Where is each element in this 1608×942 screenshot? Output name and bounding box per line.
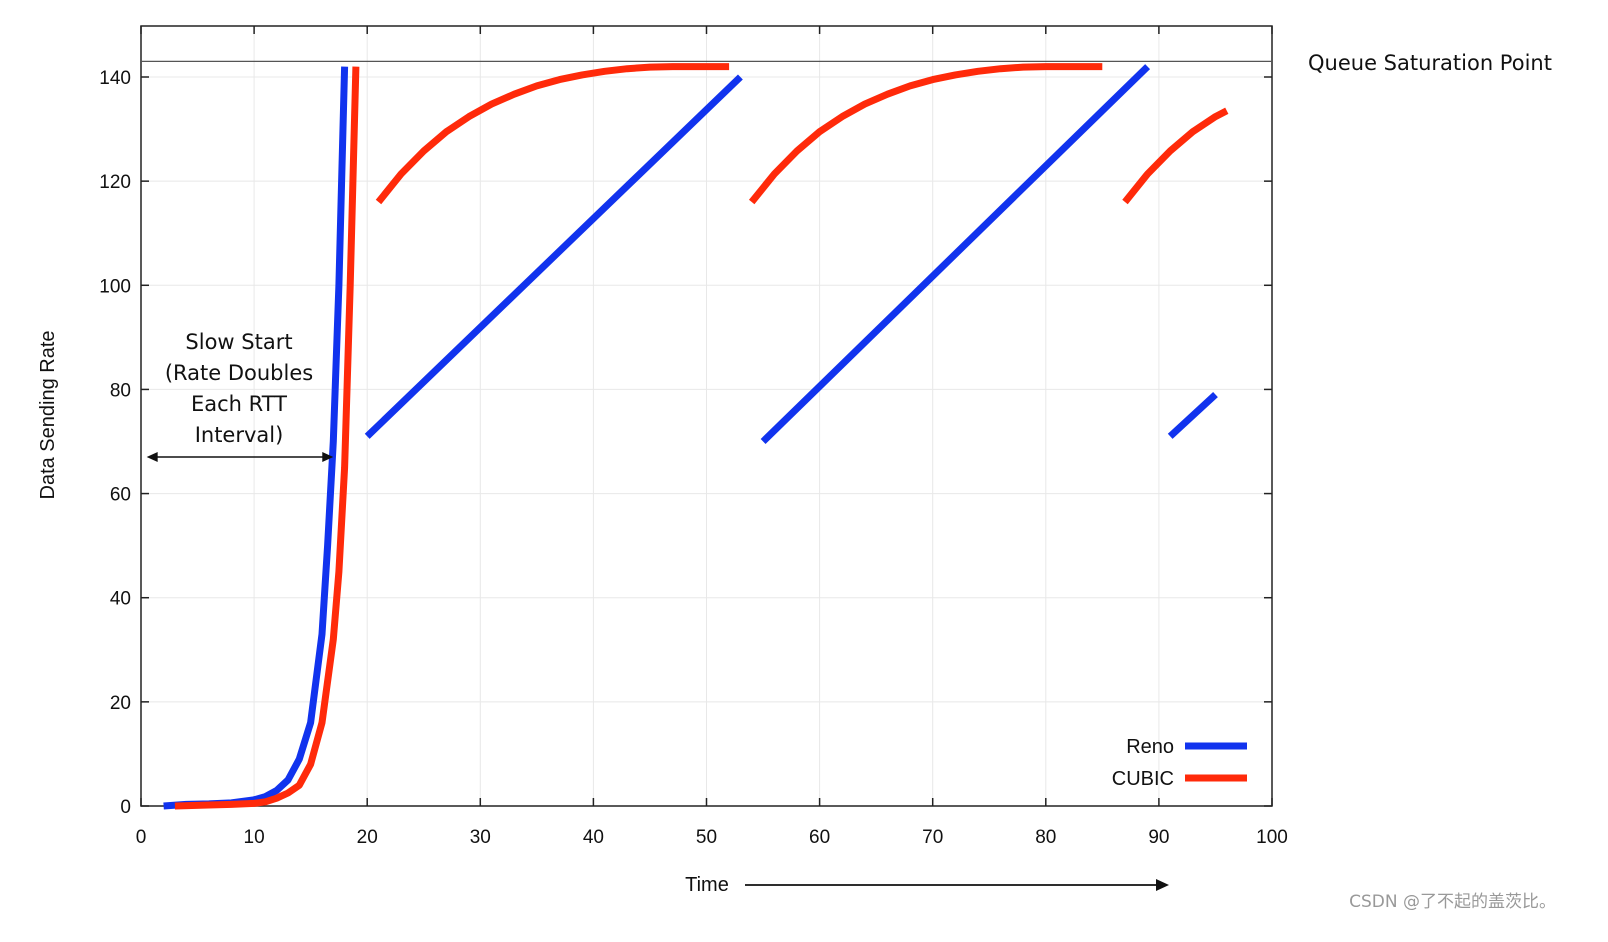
legend-label-cubic: CUBIC — [1112, 768, 1174, 790]
y-tick-label: 100 — [99, 276, 131, 297]
y-tick-label: 80 — [110, 380, 131, 401]
y-tick-label: 120 — [99, 172, 131, 193]
series-layer — [163, 63, 1229, 810]
x-axis-label: Time — [685, 874, 729, 896]
cubic-segment-3 — [748, 63, 1103, 205]
reno-segment-3 — [760, 64, 1151, 445]
slow-start-arrow-left-head — [146, 452, 158, 462]
x-tick-label: 80 — [1035, 827, 1056, 848]
slow-start-text-line: Slow Start — [185, 330, 292, 354]
slow-start-text-line: (Rate Doubles — [165, 361, 313, 385]
queue-saturation-label: Queue Saturation Point — [1308, 51, 1552, 75]
time-arrow-head — [1156, 879, 1169, 891]
reno-segment-2 — [364, 74, 743, 439]
legend-label-reno: Reno — [1126, 736, 1174, 758]
x-tick-label: 90 — [1148, 827, 1169, 848]
x-tick-label: 60 — [809, 827, 830, 848]
x-tick-label: 20 — [357, 827, 378, 848]
watermark: CSDN @了不起的盖茨比。 — [1349, 892, 1556, 912]
x-tick-label: 50 — [696, 827, 717, 848]
x-tick-label: 30 — [470, 827, 491, 848]
x-tick-label: 10 — [244, 827, 265, 848]
slow-start-text-line: Interval) — [195, 423, 284, 447]
y-tick-label: 60 — [110, 485, 131, 506]
x-tick-label: 0 — [136, 827, 147, 848]
x-tick-label: 100 — [1256, 827, 1288, 848]
x-tick-label: 40 — [583, 827, 604, 848]
slow-start-arrow-right-head — [322, 452, 334, 462]
cubic-segment-2 — [375, 63, 730, 205]
legend: Reno CUBIC — [1112, 736, 1247, 790]
reno-segment-4 — [1167, 392, 1218, 439]
axis-ticks: 0 10 20 30 40 50 60 70 80 90 100 0 20 40 60 80 100 120 140 — [99, 26, 1288, 848]
y-axis-label: Data Sending Rate — [37, 330, 59, 499]
slow-start-text-line: Each RTT — [191, 392, 287, 416]
y-tick-label: 20 — [110, 693, 131, 714]
cubic-segment-1 — [174, 66, 360, 810]
grid — [141, 26, 1272, 806]
x-tick-label: 70 — [922, 827, 943, 848]
y-tick-label: 0 — [120, 797, 131, 818]
slow-start-annotation: Slow Start (Rate Doubles Each RTT Interval) — [146, 330, 334, 462]
y-tick-label: 140 — [99, 68, 131, 89]
cubic-segment-4 — [1122, 107, 1229, 205]
y-tick-label: 40 — [110, 589, 131, 610]
